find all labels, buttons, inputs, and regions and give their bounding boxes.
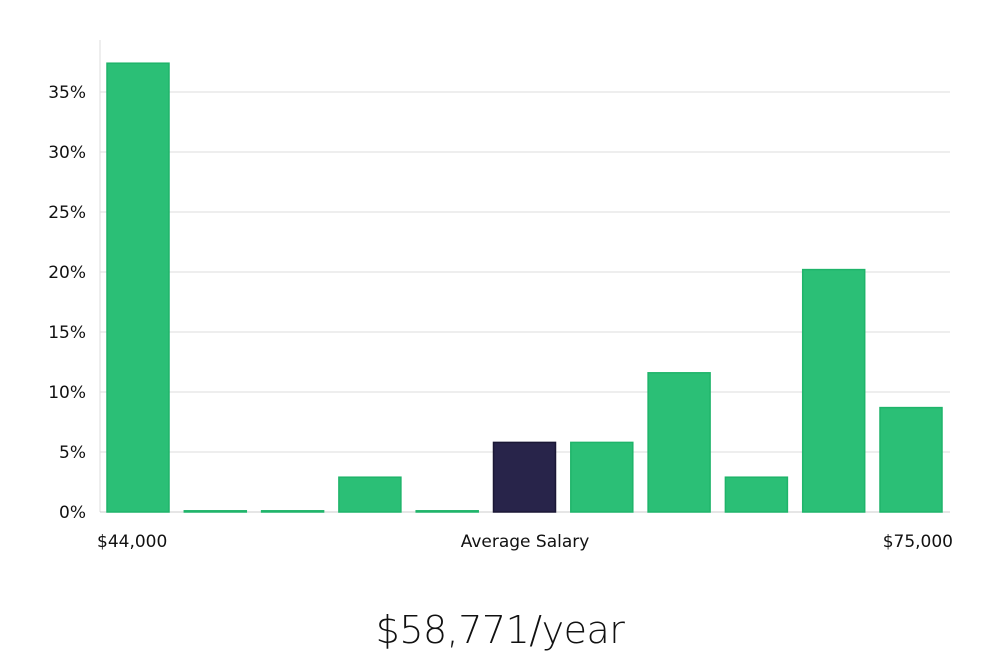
x-min-label: $44,000 — [97, 532, 167, 552]
y-tick-label: 10% — [48, 383, 86, 403]
bar — [570, 441, 634, 513]
bar — [647, 372, 711, 513]
y-tick-label: 20% — [48, 263, 86, 283]
x-axis-label: Average Salary — [461, 532, 590, 552]
bar — [338, 476, 402, 513]
bar — [879, 406, 943, 513]
y-tick-label: 5% — [59, 443, 86, 463]
bar — [106, 62, 170, 513]
x-max-label: $75,000 — [883, 532, 953, 552]
bar — [260, 510, 325, 513]
y-tick-label: 15% — [48, 323, 86, 343]
bar — [415, 510, 479, 513]
bar — [801, 268, 866, 513]
average-salary-value: $58,771/year — [375, 608, 625, 652]
y-tick-label: 0% — [59, 503, 86, 523]
salary-histogram: 0% 5% 10% 15% 20% 25% 30% 35% $44,000 Average Sal… — [48, 40, 953, 552]
y-tick-label: 35% — [48, 83, 86, 103]
bar — [724, 476, 789, 513]
bar — [183, 510, 248, 513]
y-tick-label: 25% — [48, 203, 86, 223]
y-tick-label: 30% — [48, 143, 86, 163]
bar-highlighted — [492, 441, 557, 513]
